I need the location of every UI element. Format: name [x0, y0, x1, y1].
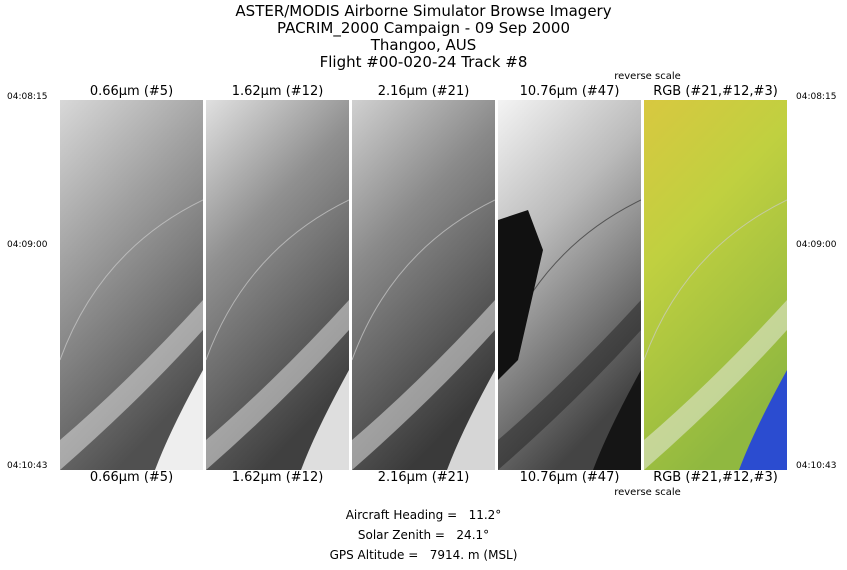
time-label: 04:08:15 [796, 92, 837, 102]
title-line: Flight #00-020-24 Track #8 [319, 53, 528, 71]
footer-line: GPS Altitude = 7914. m (MSL) [329, 548, 518, 562]
image [498, 100, 641, 470]
panel-label-bottom: 2.16μm (#21) [377, 470, 470, 485]
image-panel [60, 100, 203, 470]
panel-note-top: reverse scale [614, 71, 681, 82]
title-line: Thangoo, AUS [370, 36, 477, 54]
panel-label-top: 0.66μm (#5) [89, 84, 174, 99]
panel-label-bottom: 0.66μm (#5) [89, 470, 174, 485]
image [206, 100, 349, 470]
panel-label-bottom: 10.76μm (#47) [519, 470, 620, 485]
panel-label-bottom: 1.62μm (#12) [231, 470, 324, 485]
time-label: 04:09:00 [796, 240, 837, 250]
panel-label-top: 10.76μm (#47) [519, 84, 620, 99]
image-panel [206, 100, 349, 470]
panel-label-top: 1.62μm (#12) [231, 84, 324, 99]
panel-label-bottom: RGB (#21,#12,#3) [653, 470, 778, 485]
image-panel [352, 100, 495, 470]
time-label: 04:10:43 [796, 461, 837, 471]
panel-label-top: 2.16μm (#21) [377, 84, 470, 99]
image [352, 100, 495, 470]
image [644, 100, 787, 470]
title-line: ASTER/MODIS Airborne Simulator Browse Im… [235, 2, 612, 20]
footer-line: Aircraft Heading = 11.2° [345, 508, 502, 522]
image [60, 100, 203, 470]
time-label: 04:09:00 [7, 240, 48, 250]
image-panel [644, 100, 787, 470]
footer-line: Solar Zenith = 24.1° [357, 528, 490, 542]
title-line: PACRIM_2000 Campaign - 09 Sep 2000 [277, 19, 570, 37]
time-label: 04:08:15 [7, 92, 48, 102]
image-panel [498, 100, 641, 470]
time-label: 04:10:43 [7, 461, 48, 471]
panel-label-top: RGB (#21,#12,#3) [653, 84, 778, 99]
panel-note-bottom: reverse scale [614, 487, 681, 498]
